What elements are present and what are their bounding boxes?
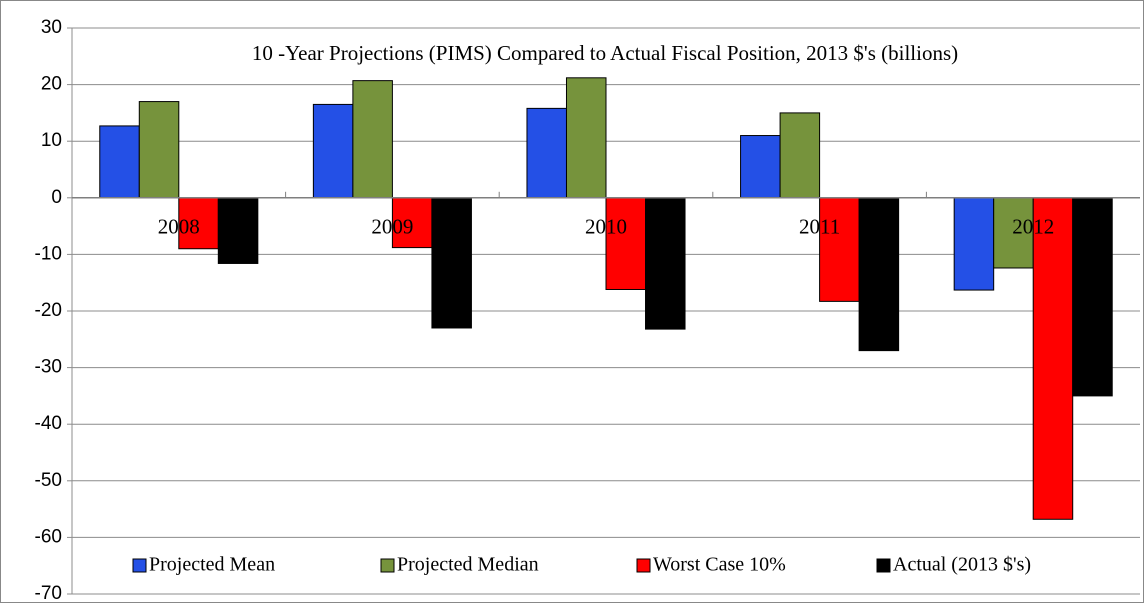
bar — [99, 125, 140, 199]
bar — [565, 77, 607, 199]
x-tick-label: 2008 — [158, 215, 200, 239]
legend-label: Projected Mean — [149, 554, 275, 576]
legend-swatch — [876, 558, 891, 573]
bar — [993, 197, 1034, 269]
x-tick-label: 2009 — [371, 215, 413, 239]
bar — [431, 197, 472, 329]
bar — [217, 197, 259, 264]
x-tick-label: 2011 — [799, 215, 840, 239]
bar — [779, 112, 821, 199]
y-tick-label: 10 — [41, 130, 62, 151]
legend-swatch — [380, 558, 395, 573]
bar — [605, 197, 647, 290]
y-tick-label: -40 — [35, 413, 62, 434]
y-tick-label: 0 — [51, 187, 62, 208]
bar — [1032, 197, 1074, 520]
y-tick-label: -60 — [35, 526, 62, 547]
legend-label: Actual (2013 $'s) — [893, 554, 1031, 576]
bar — [526, 107, 567, 199]
bar — [858, 197, 900, 352]
y-tick-label: 30 — [41, 17, 62, 38]
legend-swatch — [132, 558, 147, 573]
y-tick-label: -10 — [35, 243, 62, 264]
bar — [352, 80, 393, 199]
x-tick-label: 2010 — [585, 215, 627, 239]
bar — [312, 103, 354, 199]
y-tick-label: -50 — [35, 470, 62, 491]
bar — [391, 197, 433, 249]
legend-label: Worst Case 10% — [653, 554, 786, 576]
chart-title: 10 -Year Projections (PIMS) Compared to … — [252, 41, 958, 65]
bar — [740, 135, 781, 199]
legend-swatch — [636, 558, 651, 573]
legend-label: Projected Median — [397, 554, 539, 576]
y-tick-label: -20 — [35, 300, 62, 321]
bar — [819, 197, 860, 302]
y-tick-label: 20 — [41, 74, 62, 95]
y-tick-label: -30 — [35, 357, 62, 378]
y-tick-label: -70 — [35, 583, 62, 603]
bar — [178, 197, 219, 250]
bar — [1072, 197, 1113, 397]
bar — [645, 197, 686, 330]
x-tick-label: 2012 — [1012, 215, 1054, 239]
bar — [953, 197, 995, 291]
bar — [138, 101, 180, 199]
